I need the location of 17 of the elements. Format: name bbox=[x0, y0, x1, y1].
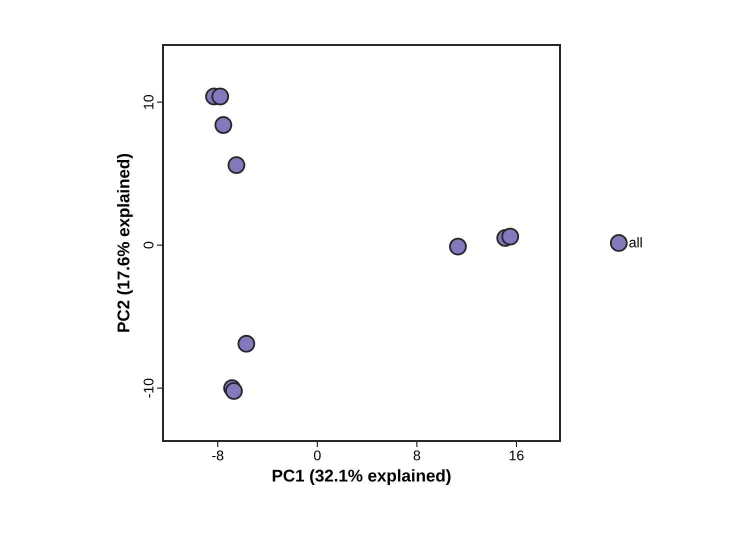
x-tick-label: 8 bbox=[414, 450, 420, 460]
y-tick-label: -10 bbox=[144, 378, 154, 398]
point bbox=[449, 238, 467, 256]
legend-label: all bbox=[629, 237, 642, 248]
y-tick-label: 0 bbox=[144, 242, 154, 248]
point bbox=[238, 334, 256, 353]
point bbox=[211, 88, 230, 106]
y-axis-title: PC2 (17.6% explained) bbox=[117, 154, 133, 332]
point bbox=[225, 382, 243, 400]
x-axis-title: PC1 (32.1% explained) bbox=[272, 469, 451, 485]
y-tick-label: 10 bbox=[144, 94, 154, 109]
point bbox=[214, 116, 232, 134]
point bbox=[228, 156, 246, 174]
x-tick-label: 16 bbox=[510, 450, 524, 460]
x-tick-label: -8 bbox=[212, 450, 224, 460]
point bbox=[501, 228, 520, 246]
x-tick-label: 0 bbox=[314, 450, 321, 460]
